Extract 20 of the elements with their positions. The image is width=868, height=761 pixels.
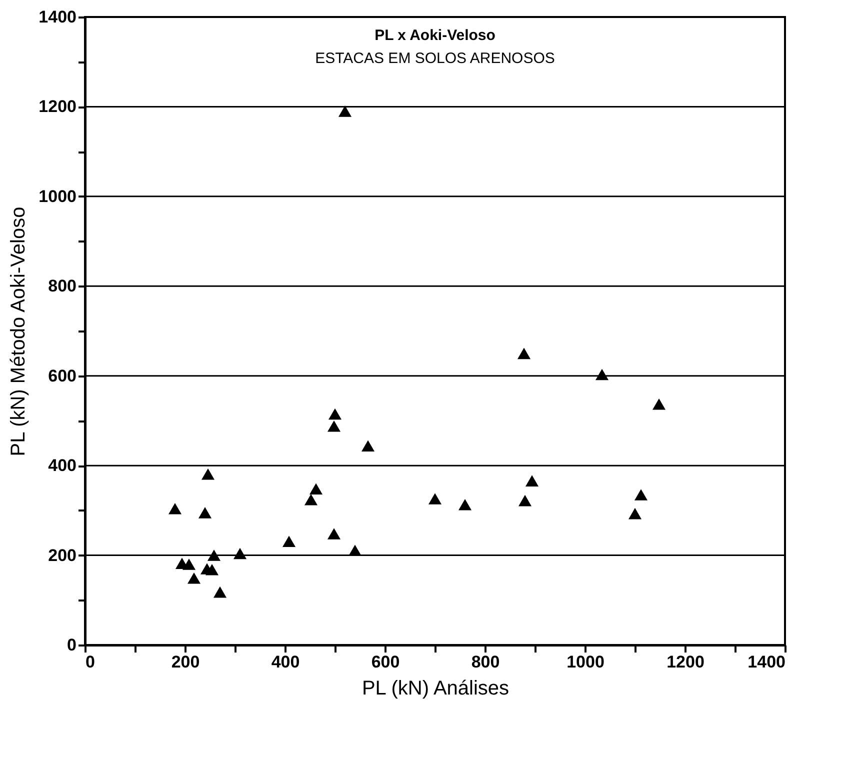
- y-tick-label: 400: [48, 456, 76, 476]
- y-tick-label: 0: [67, 636, 76, 654]
- x-tick-label: 800: [471, 652, 500, 672]
- y-axis-title: PL (kN) Método Aoki-Veloso: [8, 206, 30, 456]
- x-tick-label: 1000: [566, 652, 604, 672]
- text: PL x Aoki-Veloso: [374, 27, 496, 44]
- y-tick-label: 1400: [38, 8, 76, 26]
- x-tick-label: 0: [86, 652, 95, 672]
- y-tick-label: 1200: [38, 97, 76, 116]
- text: ESTACAS EM SOLOS ARENOSOS: [315, 50, 555, 67]
- y-tick-label: 800: [48, 276, 76, 296]
- y-tick-label: 1000: [38, 186, 76, 206]
- x-tick-label: 400: [271, 652, 300, 672]
- x-tick-label: 1400: [748, 652, 786, 672]
- x-tick-label: 1200: [666, 652, 704, 672]
- x-tick-label: 600: [371, 652, 400, 672]
- y-tick-label: 200: [48, 546, 76, 565]
- x-tick-label: 200: [171, 652, 200, 672]
- y-tick-label: 600: [48, 366, 76, 386]
- x-axis-title: PL (kN) Análises: [362, 678, 510, 700]
